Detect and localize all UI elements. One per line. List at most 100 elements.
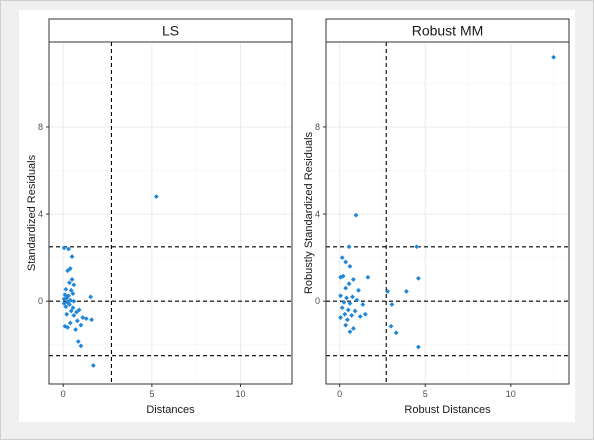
robust-mm-data-point [385,289,391,294]
ls-data-point [74,318,80,324]
ls-x-tick-label: 5 [149,389,154,399]
robust-mm-data-point [416,344,421,350]
robust-mm-y-tick-label: 4 [315,209,320,219]
ls-data-point [90,363,96,368]
robust-mm-data-point [343,285,349,291]
ls-data-point [78,343,84,349]
robust-mm-x-ticks: 0 5 10 [337,384,516,399]
ls-x-tick-label: 0 [61,389,66,399]
robust-mm-panel: Robust MM 0 5 10 0 4 8 Robust Distances Robu… [303,18,570,416]
ls-data-point [64,311,70,317]
robust-mm-data-point [360,302,366,307]
ls-x-tick-label: 10 [236,389,246,399]
robust-mm-data-point [416,275,421,281]
robust-mm-y-tick-label: 8 [315,122,320,132]
ls-data-point [73,327,79,332]
ls-data-point [83,316,89,322]
ls-data-point [68,308,74,314]
ls-x-ticks: 0 5 10 [61,384,246,399]
ls-data-point [63,286,69,292]
robust-mm-data-point [354,297,360,303]
robust-mm-data-point [339,255,345,261]
robust-mm-data-point [342,311,348,317]
ls-data-point [61,296,67,302]
robust-mm-data-point [344,295,349,301]
robust-mm-x-tick-label: 10 [506,389,516,399]
robust-mm-data-point [339,305,345,311]
robust-mm-reference-lines [326,42,569,384]
ls-y-axis-label: Standardized Residuals [26,154,38,271]
robust-mm-data-point [343,259,349,265]
ls-data-point [67,320,73,326]
robust-mm-data-point [338,315,343,320]
ls-points [61,194,159,368]
ls-data-point [66,280,72,286]
robust-mm-panel-border [325,41,570,385]
ls-data-point [71,282,77,288]
ls-data-point [70,305,76,311]
ls-data-point [65,324,71,330]
robust-mm-data-point [389,302,395,307]
robust-mm-data-point [356,287,361,293]
ls-panel: LS 0 5 10 0 4 8 Distances Standardized Resid… [26,18,293,416]
robust-mm-data-point [345,307,351,313]
robust-mm-x-tick-label: 5 [423,389,428,399]
robust-mm-data-point [346,281,352,287]
robust-mm-y-ticks: 0 4 8 [315,122,326,306]
ls-data-point [68,287,74,293]
ls-data-point [78,322,84,328]
ls-data-point [80,315,86,320]
ls-data-point [69,277,75,282]
ls-data-point [69,254,75,259]
plot-canvas [19,10,575,422]
ls-panel-border [48,41,293,385]
robust-mm-panel-title: Robust MM [412,23,484,39]
ls-data-point [63,304,69,310]
ls-data-point [75,339,81,344]
ls-data-point [71,298,77,304]
robust-mm-data-point [357,314,363,319]
ls-data-point [66,302,72,307]
ls-panel-title: LS [162,23,179,39]
ls-data-point [74,309,79,315]
ls-data-point [61,301,67,306]
robust-mm-data-point [341,299,347,305]
robust-mm-data-point [340,273,346,279]
ls-reference-lines [49,42,292,384]
robust-mm-data-point [404,289,409,294]
ls-data-point [76,307,82,313]
robust-mm-data-point [349,312,355,318]
ls-data-point [71,312,77,318]
robust-mm-data-point [388,323,394,329]
robust-mm-data-point [551,54,556,60]
robust-mm-data-point [350,277,356,282]
ls-x-axis-label: Distances [146,404,195,416]
ls-data-point [62,292,68,298]
robust-mm-x-axis-label: Robust Distances [404,404,491,416]
ls-y-tick-label: 0 [38,296,43,306]
ls-data-point [153,194,159,200]
robust-mm-data-point [346,244,352,250]
ls-data-point [67,297,73,303]
ls-y-tick-label: 4 [38,209,43,219]
robust-mm-data-point [353,212,359,218]
ls-data-point [66,246,71,252]
robust-mm-data-point [350,294,355,300]
ls-y-tick-label: 8 [38,122,43,132]
robust-mm-data-point [393,330,399,336]
robust-mm-points [338,54,556,350]
ls-data-point [67,266,73,271]
robust-mm-x-tick-label: 0 [337,389,342,399]
robust-mm-data-point [347,263,353,269]
robust-mm-data-point [347,329,353,335]
robust-mm-data-point [343,322,349,328]
robust-mm-data-point [365,274,371,280]
ls-data-point [70,291,76,296]
ls-data-point [65,268,71,274]
robust-mm-data-point [344,317,350,323]
robust-mm-data-point [362,311,368,317]
ls-y-ticks: 0 4 8 [38,122,49,306]
robust-mm-data-point [338,293,343,299]
robust-mm-y-axis-label: Robustly Standardized Residuals [303,131,315,294]
